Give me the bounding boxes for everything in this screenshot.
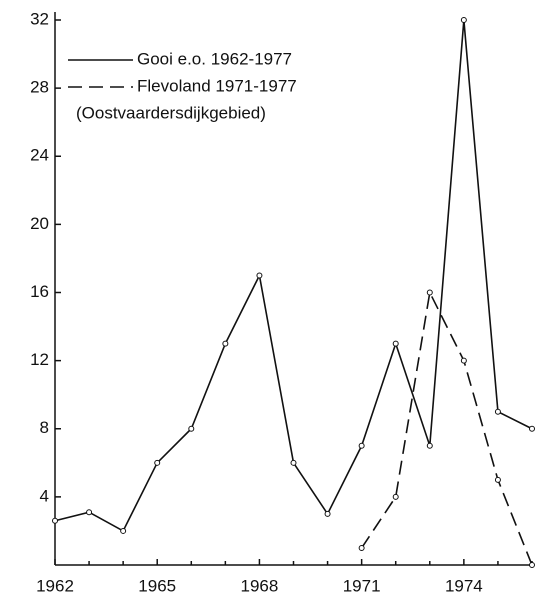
point-marker (460, 357, 467, 364)
series-line (54, 19, 533, 533)
point-marker (120, 527, 127, 534)
x-tick-label: 1968 (241, 576, 279, 595)
point-marker (222, 340, 229, 347)
point-marker (529, 562, 535, 568)
point-marker (529, 425, 535, 432)
legend-note: (Oostvaardersdijkgebied) (76, 103, 266, 122)
point-marker (426, 442, 433, 449)
x-tick-label: 1974 (445, 576, 483, 595)
legend-label: Gooi e.o. 1962-1977 (137, 49, 292, 68)
point-marker (290, 459, 297, 466)
point-marker (86, 509, 93, 516)
y-tick-label: 8 (40, 418, 49, 437)
point-marker (494, 408, 501, 415)
point-marker (392, 493, 399, 500)
point-marker (256, 272, 263, 279)
point-marker (358, 544, 365, 551)
series-line (360, 289, 533, 566)
point-marker (324, 510, 331, 517)
point-marker (188, 425, 195, 432)
point-marker (494, 476, 501, 483)
point-marker (460, 17, 467, 23)
legend-label: Flevoland 1971-1977 (137, 76, 297, 95)
y-tick-label: 32 (30, 9, 49, 28)
y-tick-label: 4 (40, 486, 49, 505)
y-tick-label: 12 (30, 350, 49, 369)
point-marker (358, 442, 365, 449)
x-tick-label: 1971 (343, 576, 381, 595)
point-marker (52, 517, 58, 524)
x-tick-label: 1965 (138, 576, 176, 595)
point-marker (426, 289, 433, 296)
point-marker (392, 340, 399, 347)
y-tick-label: 20 (30, 214, 49, 233)
y-tick-label: 28 (30, 78, 49, 97)
y-tick-label: 24 (30, 146, 49, 165)
point-marker (154, 459, 161, 466)
x-tick-label: 1962 (36, 576, 74, 595)
y-tick-label: 16 (30, 282, 49, 301)
